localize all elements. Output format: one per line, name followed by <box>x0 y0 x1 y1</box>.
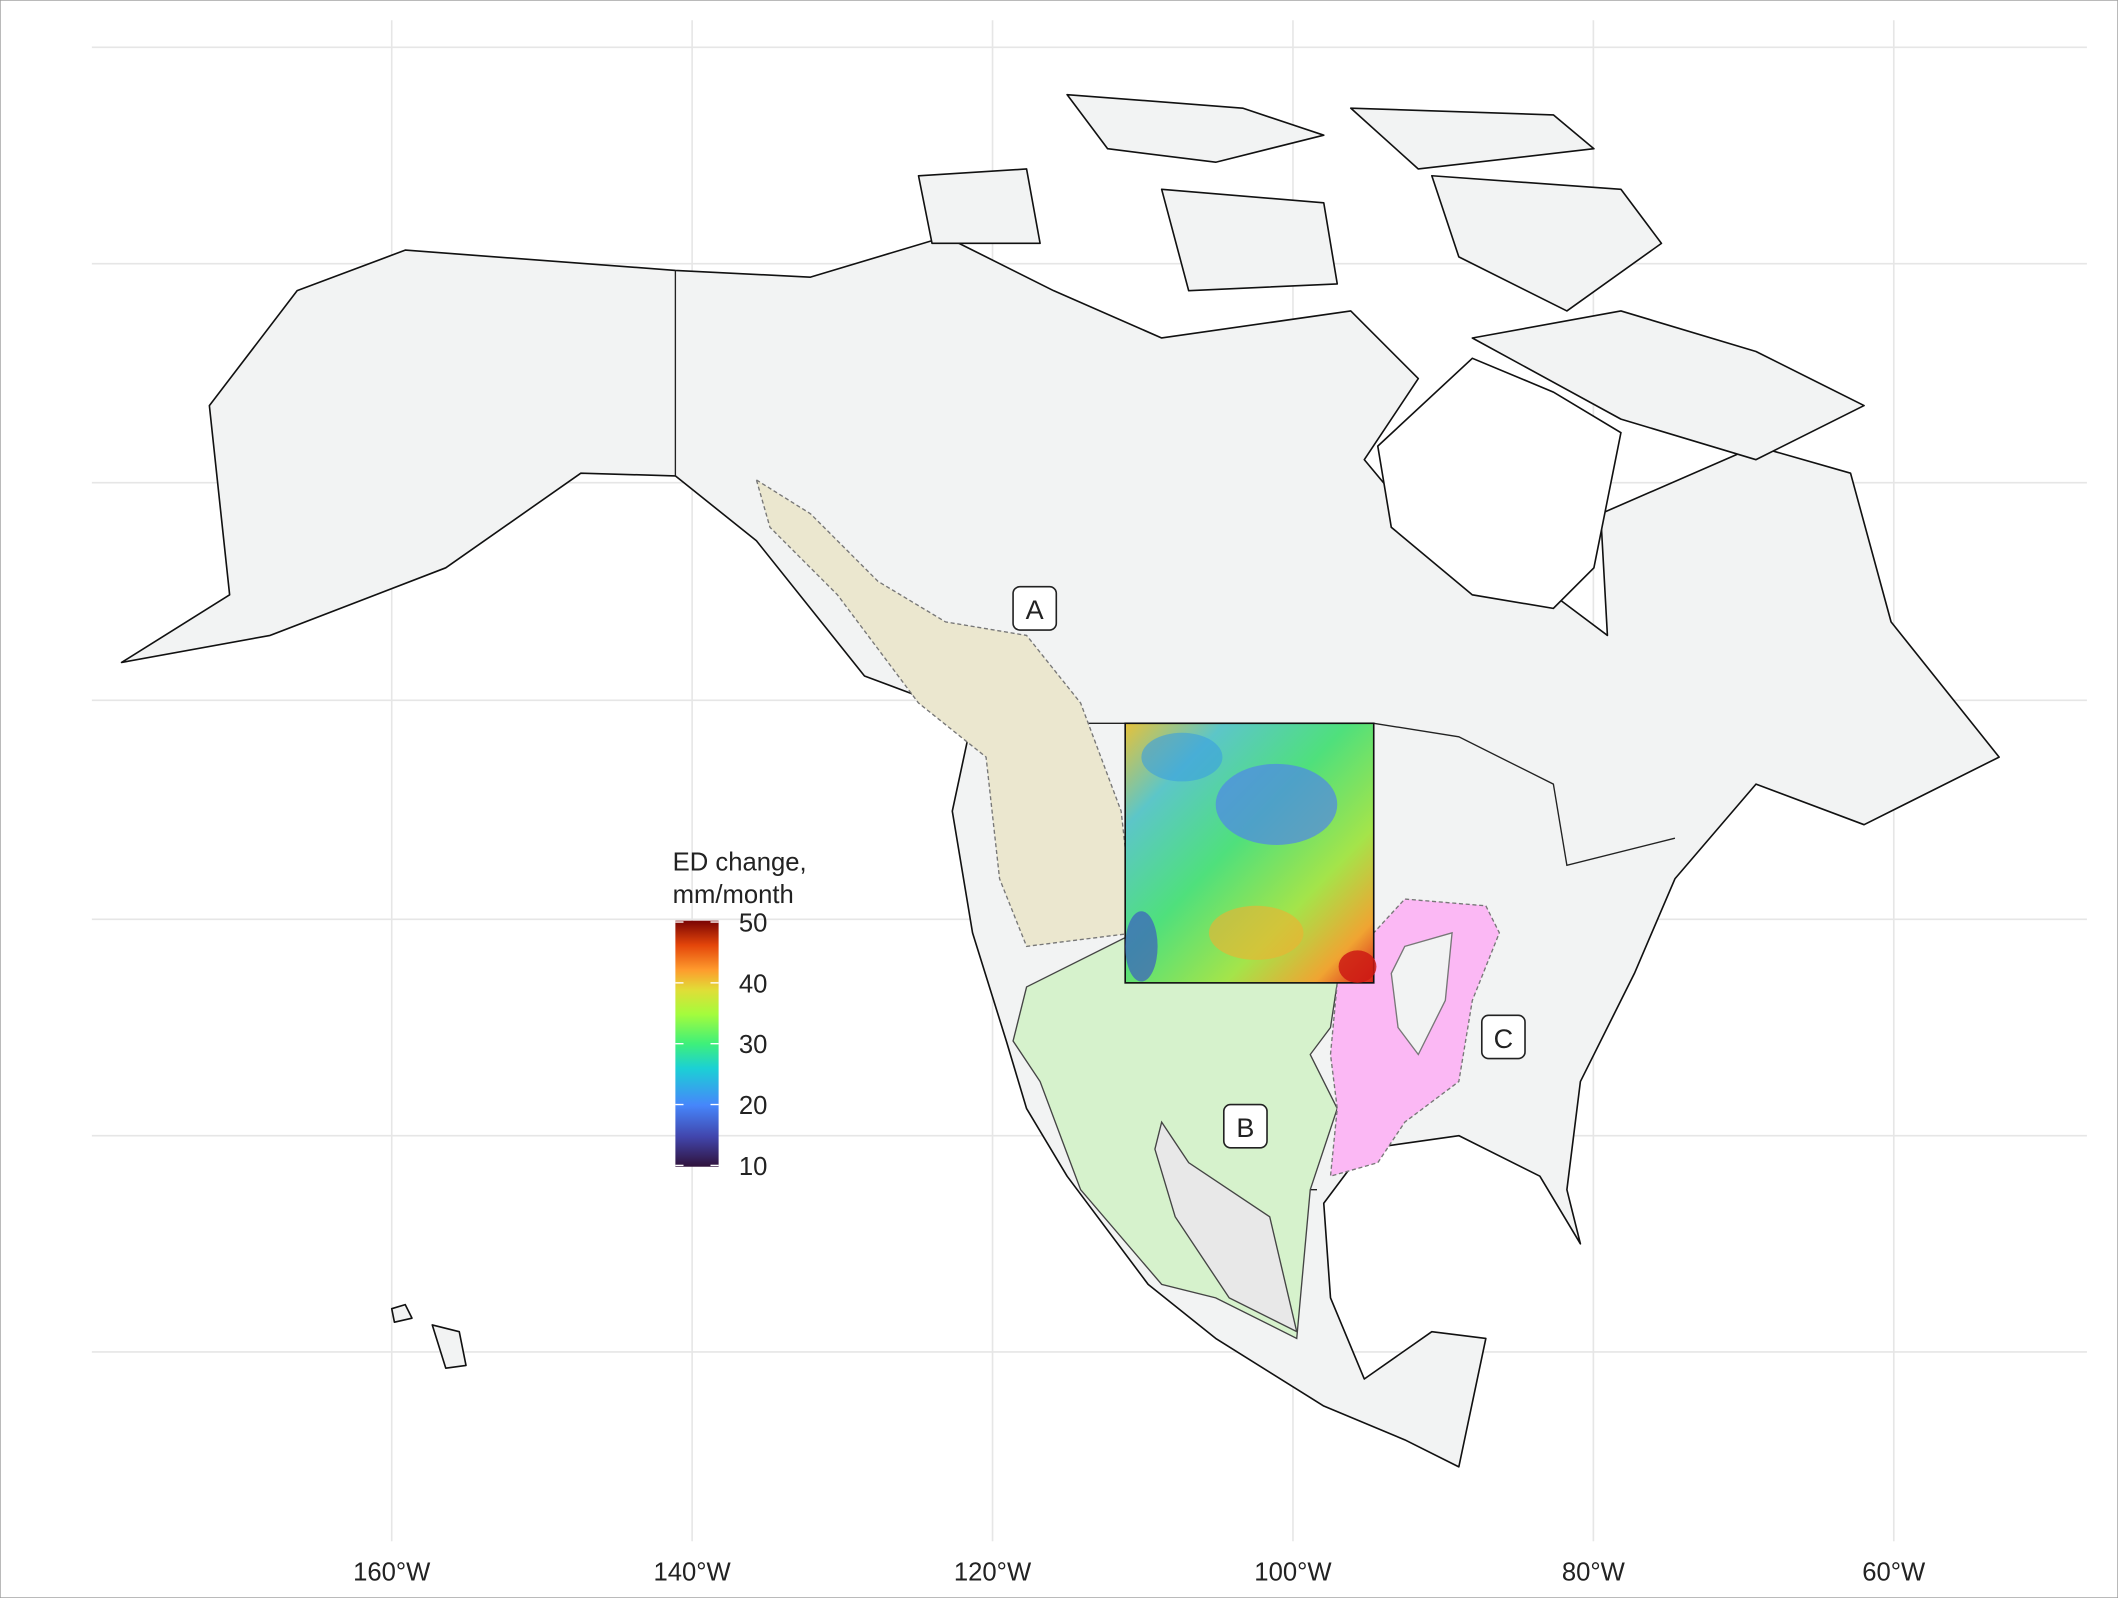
x-tick-label: 60°W <box>1862 1558 1926 1586</box>
raster-patch <box>1338 950 1377 983</box>
colorbar-tick-label: 40 <box>739 970 768 998</box>
x-tick-label: 140°W <box>654 1558 732 1586</box>
legend-title: mm/month <box>673 881 794 909</box>
x-tick-label: 80°W <box>1562 1558 1626 1586</box>
colorbar-tick-label: 50 <box>739 909 768 937</box>
x-tick-label: 160°W <box>353 1558 431 1586</box>
island <box>390 1303 467 1369</box>
island <box>1471 310 1865 461</box>
raster-patch <box>1125 911 1158 982</box>
region-label: C <box>1494 1024 1514 1054</box>
island <box>1431 174 1663 312</box>
x-tick-label: 120°W <box>954 1558 1032 1586</box>
region-label: B <box>1236 1113 1254 1143</box>
island <box>1349 107 1595 170</box>
label-box <box>1012 585 1058 631</box>
island <box>1066 93 1325 164</box>
region-b-gap <box>1154 1120 1298 1333</box>
label-box <box>1480 1014 1526 1060</box>
raster-patch <box>1215 763 1338 845</box>
island <box>917 168 1041 245</box>
colorbar-tick-label: 20 <box>739 1092 768 1120</box>
legend-title: ED change, <box>673 849 807 877</box>
colorbar-tick-label: 30 <box>739 1031 768 1059</box>
raster-patch <box>1141 732 1223 782</box>
raster-patch <box>1208 905 1304 960</box>
x-tick-label: 100°W <box>1254 1558 1332 1586</box>
region-labels: A B C <box>1012 585 1526 1149</box>
hudson-bay <box>1376 357 1622 610</box>
island <box>1160 188 1339 292</box>
region-label: A <box>1026 595 1044 625</box>
region-c-gap <box>1390 931 1453 1056</box>
regions <box>755 478 1501 1340</box>
legend: ED change, mm/month 10 20 30 40 50 <box>673 849 807 1181</box>
colorbar-tick-label: 10 <box>739 1153 768 1181</box>
label-box <box>1222 1103 1268 1149</box>
